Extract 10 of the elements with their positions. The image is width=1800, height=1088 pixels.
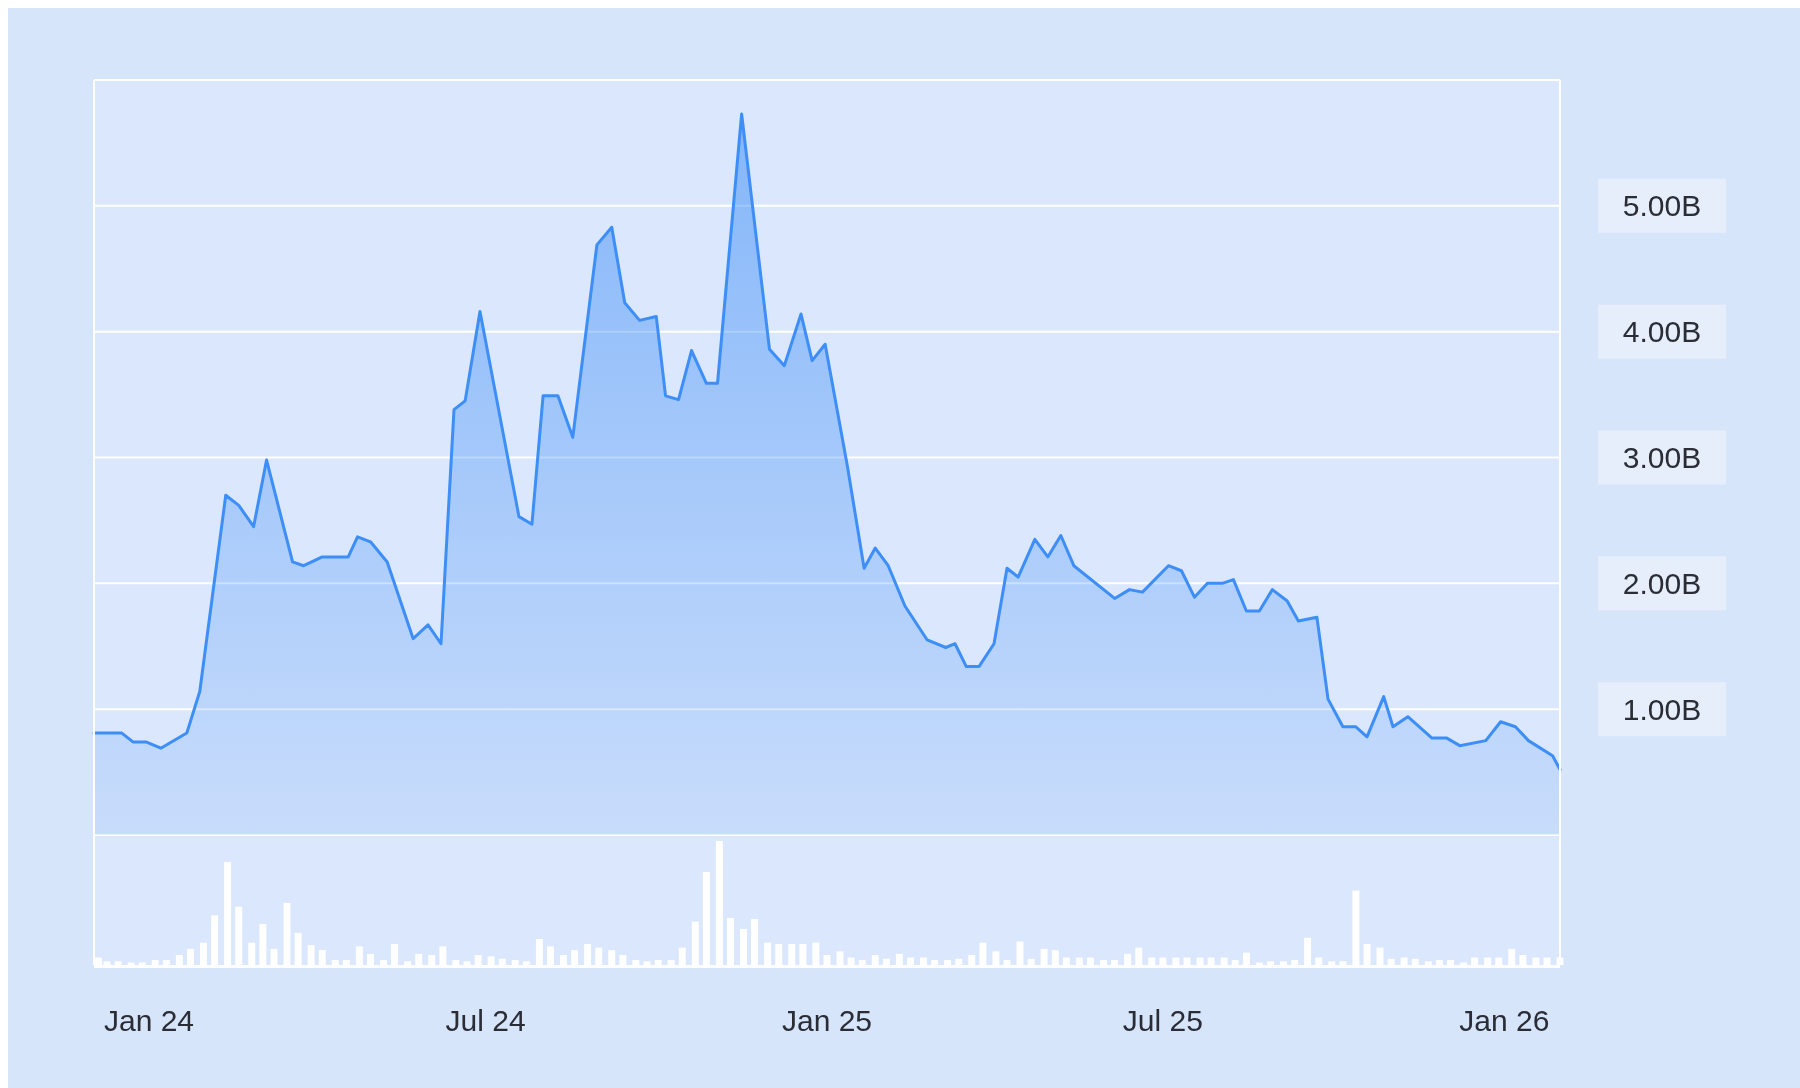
x-tick-label: Jan 25 [781, 1003, 873, 1037]
x-tick-label: Jul 25 [1122, 1003, 1203, 1037]
x-tick-label: Jan 24 [103, 1003, 195, 1037]
y-tick-label: 5.00B [1622, 189, 1702, 223]
y-tick-label: 3.00B [1622, 441, 1702, 474]
x-tick-label: Jan 26 [1459, 1003, 1550, 1037]
y-tick-label: 2.00B [1622, 566, 1702, 600]
y-tick-label: 1.00B [1622, 692, 1702, 726]
y-tick-label: 4.00B [1622, 315, 1702, 349]
x-tick-label: Jul 24 [445, 1003, 526, 1037]
